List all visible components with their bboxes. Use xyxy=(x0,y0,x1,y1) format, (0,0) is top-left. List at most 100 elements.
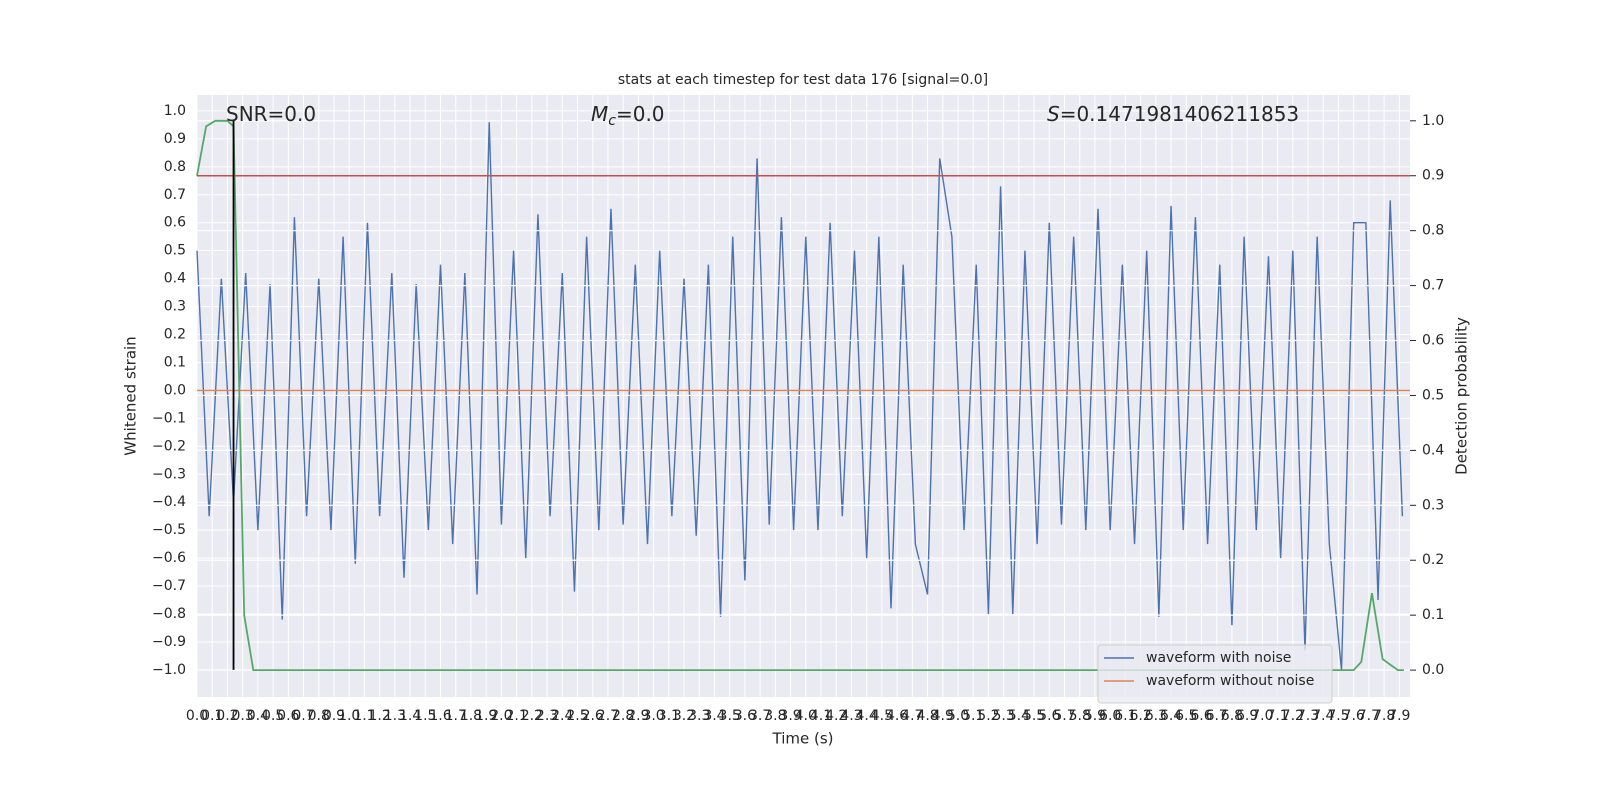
x-tick-label: 7.4 xyxy=(1312,708,1334,724)
y-tick-label: 0.8 xyxy=(164,159,186,175)
x-tick-label: 6.4 xyxy=(1160,708,1182,724)
x-tick-label: 6.0 xyxy=(1099,708,1121,724)
x-tick-label: 2.9 xyxy=(627,708,649,724)
x-tick-label: 7.6 xyxy=(1343,708,1365,724)
x-tick-label: 0.1 xyxy=(201,708,223,724)
y2-tick-label: 0.9 xyxy=(1422,168,1444,184)
x-tick-label: 2.7 xyxy=(597,708,619,724)
annotation-text: =0.1471981406211853 xyxy=(1060,102,1299,126)
x-tick-label: 1.1 xyxy=(353,708,375,724)
y-tick-label: −0.8 xyxy=(152,606,186,622)
x-tick-label: 1.6 xyxy=(429,708,451,724)
y-tick-label: −0.6 xyxy=(152,550,186,566)
x-tick-label: 4.6 xyxy=(886,708,908,724)
y-tick-label: 0.6 xyxy=(164,215,186,231)
x-tick-label: 4.5 xyxy=(871,708,893,724)
x-tick-label: 2.5 xyxy=(566,708,588,724)
y-tick-label: 0.3 xyxy=(164,299,186,315)
x-tick-label: 3.6 xyxy=(734,708,756,724)
y-tick-label: −0.3 xyxy=(152,466,186,482)
y-tick-label: −0.2 xyxy=(152,438,186,454)
x-tick-label: 2.8 xyxy=(612,708,634,724)
y2-tick-label: 0.5 xyxy=(1422,387,1444,403)
x-tick-label: 6.2 xyxy=(1129,708,1151,724)
x-tick-label: 4.4 xyxy=(856,708,878,724)
x-tick-label: 4.9 xyxy=(932,708,954,724)
x-tick-label: 0.8 xyxy=(308,708,330,724)
y-tick-label: 0.4 xyxy=(164,271,186,287)
x-tick-label: 0.3 xyxy=(232,708,254,724)
y2-tick-label: 0.1 xyxy=(1422,607,1444,623)
x-tick-label: 1.7 xyxy=(445,708,467,724)
x-tick-label: 2.1 xyxy=(505,708,527,724)
y2-tick-label: 0.6 xyxy=(1422,333,1444,349)
y2-axis-label: Detection probability xyxy=(1453,317,1471,475)
annotation: S=0.1471981406211853 xyxy=(1047,102,1299,126)
annotation-text: =0.0 xyxy=(616,102,665,126)
annotation-text: SNR=0.0 xyxy=(226,102,316,126)
y2-tick-label: 0.0 xyxy=(1422,662,1444,678)
y2-tick-label: 0.3 xyxy=(1422,497,1444,513)
x-tick-label: 1.5 xyxy=(414,708,436,724)
x-tick-label: 3.5 xyxy=(719,708,741,724)
x-tick-label: 1.0 xyxy=(338,708,360,724)
x-tick-label: 6.9 xyxy=(1236,708,1258,724)
annotation-symbol: S xyxy=(1047,102,1060,126)
x-tick-label: 2.2 xyxy=(521,708,543,724)
x-tick-label: 5.0 xyxy=(947,708,969,724)
y2-tick-label: 0.7 xyxy=(1422,278,1444,294)
x-tick-label: 6.6 xyxy=(1190,708,1212,724)
x-tick-label: 6.8 xyxy=(1221,708,1243,724)
x-tick-label: 6.7 xyxy=(1206,708,1228,724)
x-tick-label: 3.7 xyxy=(749,708,771,724)
y2-tick-label: 1.0 xyxy=(1422,113,1444,129)
y-tick-label: 1.0 xyxy=(164,103,186,119)
legend-label: waveform with noise xyxy=(1146,650,1291,666)
x-tick-label: 3.2 xyxy=(673,708,695,724)
x-tick-label: 7.8 xyxy=(1373,708,1395,724)
y-tick-label: 0.7 xyxy=(164,187,186,203)
x-tick-label: 0.6 xyxy=(277,708,299,724)
x-tick-label: 7.0 xyxy=(1251,708,1273,724)
x-tick-label: 5.7 xyxy=(1053,708,1075,724)
y-tick-label: 0.1 xyxy=(164,354,186,370)
x-tick-label: 5.8 xyxy=(1069,708,1091,724)
x-tick-label: 1.9 xyxy=(475,708,497,724)
x-tick-label: 2.4 xyxy=(551,708,573,724)
x-axis-label: Time (s) xyxy=(772,730,834,748)
x-tick-label: 4.0 xyxy=(795,708,817,724)
x-tick-label: 5.2 xyxy=(977,708,999,724)
x-tick-label: 3.0 xyxy=(642,708,664,724)
y-tick-label: 0.5 xyxy=(164,243,186,259)
x-tick-label: 6.3 xyxy=(1145,708,1167,724)
x-tick-label: 4.7 xyxy=(901,708,923,724)
y-tick-label: −0.5 xyxy=(152,522,186,538)
x-tick-label: 5.6 xyxy=(1038,708,1060,724)
annotation-symbol: M xyxy=(591,102,608,126)
y-tick-label: 0.2 xyxy=(164,327,186,343)
series-line xyxy=(196,122,1404,670)
x-tick-label: 7.2 xyxy=(1282,708,1304,724)
x-tick-label: 3.3 xyxy=(688,708,710,724)
x-tick-label: 7.7 xyxy=(1358,708,1380,724)
x-tick-label: 4.1 xyxy=(810,708,832,724)
series-line xyxy=(196,119,1404,671)
x-tick-label: 2.0 xyxy=(490,708,512,724)
y2-tick-label: 0.8 xyxy=(1422,223,1444,239)
y-tick-label: 0.0 xyxy=(164,382,186,398)
legend-label: waveform without noise xyxy=(1146,673,1314,689)
x-tick-label: 7.3 xyxy=(1297,708,1319,724)
annotation: Mc=0.0 xyxy=(591,102,665,130)
x-tick-label: 7.9 xyxy=(1388,708,1410,724)
x-tick-label: 1.4 xyxy=(399,708,421,724)
x-tick-label: 6.1 xyxy=(1114,708,1136,724)
y-tick-label: −0.1 xyxy=(152,410,186,426)
y-tick-label: 0.9 xyxy=(164,131,186,147)
x-tick-label: 7.5 xyxy=(1327,708,1349,724)
x-tick-label: 0.2 xyxy=(216,708,238,724)
x-tick-label: 0.9 xyxy=(323,708,345,724)
x-tick-label: 1.8 xyxy=(460,708,482,724)
x-tick-label: 5.9 xyxy=(1084,708,1106,724)
